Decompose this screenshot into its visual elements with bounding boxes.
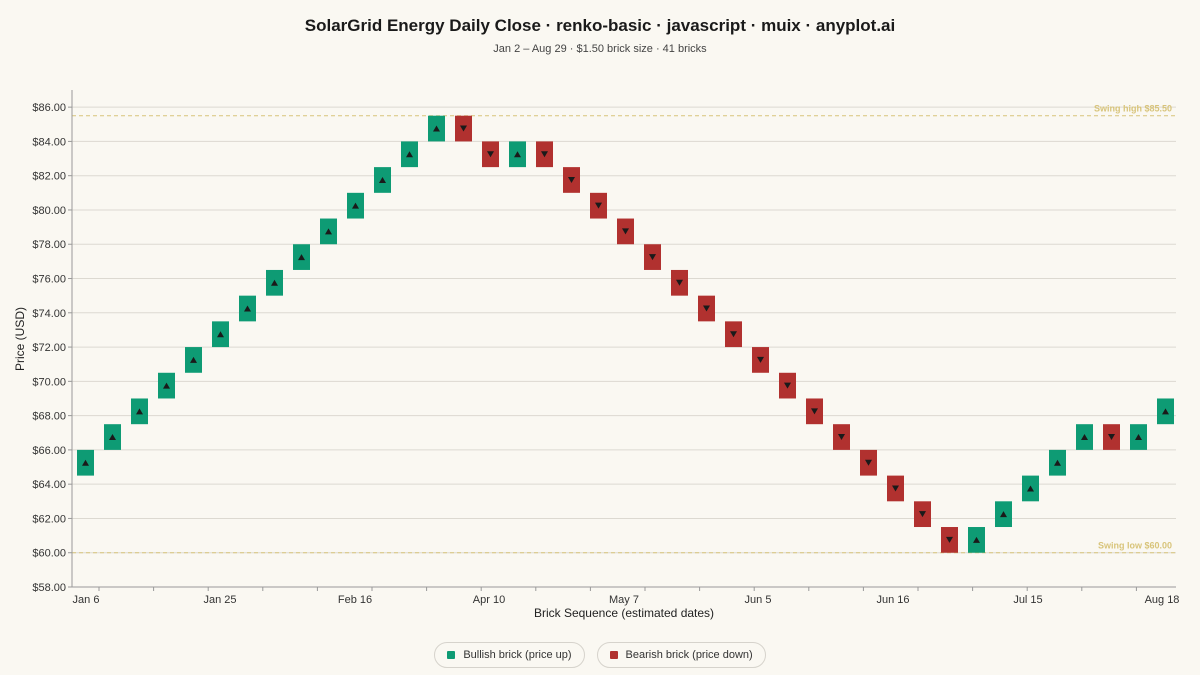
up-arrow-icon (244, 305, 251, 312)
y-tick-label: $76.00 (32, 274, 66, 286)
up-arrow-icon (514, 151, 521, 158)
x-tick-label: Jan 25 (203, 594, 236, 606)
down-arrow-icon (487, 151, 494, 158)
up-arrow-icon (109, 434, 116, 441)
bullish-swatch-icon (447, 651, 456, 659)
down-arrow-icon (892, 485, 899, 492)
chart-title: SolarGrid Energy Daily Close · renko-bas… (304, 16, 896, 35)
y-tick-label: $58.00 (32, 582, 66, 594)
grid-lines (72, 106, 1176, 554)
y-tick-label: $64.00 (32, 479, 66, 491)
reference-line-label: Swing high $85.50 (1094, 104, 1172, 114)
legend-label-bearish: Bearish brick (price down) (625, 649, 753, 661)
down-arrow-icon (649, 254, 656, 261)
y-tick-label: $78.00 (32, 239, 66, 251)
axes: $58.00 $60.00 $62.00 $64.00 $66.00 $68.00 $70.… (32, 90, 1179, 606)
down-arrow-icon (1108, 434, 1115, 441)
x-tick-label: Apr 10 (473, 594, 505, 606)
y-tick-label: $66.00 (32, 445, 66, 457)
up-arrow-icon (379, 176, 386, 183)
up-arrow-icon (325, 228, 332, 235)
up-arrow-icon (406, 151, 413, 158)
up-arrow-icon (433, 125, 440, 132)
x-tick-label: Feb 16 (338, 594, 372, 606)
chart-subtitle: Jan 2 – Aug 29 · $1.50 brick size · 41 b… (493, 43, 707, 55)
up-arrow-icon (1162, 408, 1169, 415)
up-arrow-icon (1081, 434, 1088, 441)
x-tick-label: Jun 5 (745, 594, 772, 606)
down-arrow-icon (541, 151, 548, 158)
down-arrow-icon (703, 305, 710, 312)
legend-label-bullish: Bullish brick (price up) (463, 649, 572, 661)
y-tick-label: $84.00 (32, 136, 66, 148)
up-arrow-icon (1027, 485, 1034, 492)
down-arrow-icon (865, 459, 872, 466)
down-arrow-icon (595, 202, 602, 209)
x-tick-label: Jan 6 (73, 594, 100, 606)
up-arrow-icon (1000, 511, 1007, 518)
down-arrow-icon (946, 536, 953, 543)
legend-item-bullish[interactable]: Bullish brick (price up) (434, 642, 585, 668)
legend-item-bearish[interactable]: Bearish brick (price down) (596, 642, 766, 668)
down-arrow-icon (730, 331, 737, 338)
y-tick-label: $82.00 (32, 171, 66, 183)
y-axis-label: Price (USD) (13, 307, 27, 371)
y-tick-label: $80.00 (32, 205, 66, 217)
x-tick-label: Aug 18 (1145, 594, 1180, 606)
legend: Bullish brick (price up) Bearish brick (… (0, 642, 1200, 668)
up-arrow-icon (190, 356, 197, 363)
down-arrow-icon (811, 408, 818, 415)
up-arrow-icon (1135, 434, 1142, 441)
up-arrow-icon (298, 254, 305, 261)
up-arrow-icon (1054, 459, 1061, 466)
up-arrow-icon (973, 536, 980, 543)
x-axis-label: Brick Sequence (estimated dates) (534, 606, 714, 620)
up-arrow-icon (352, 202, 359, 209)
y-tick-label: $60.00 (32, 548, 66, 560)
x-tick-label: Jun 16 (876, 594, 909, 606)
up-arrow-icon (217, 331, 224, 338)
down-arrow-icon (622, 228, 629, 235)
down-arrow-icon (676, 279, 683, 286)
down-arrow-icon (568, 176, 575, 183)
up-arrow-icon (82, 459, 89, 466)
y-tick-label: $70.00 (32, 376, 66, 388)
y-tick-label: $72.00 (32, 342, 66, 354)
bearish-swatch-icon (609, 651, 618, 659)
y-tick-label: $62.00 (32, 513, 66, 525)
down-arrow-icon (838, 434, 845, 441)
down-arrow-icon (757, 356, 764, 363)
up-arrow-icon (271, 279, 278, 286)
reference-lines: Swing high $85.50 Swing low $60.00 (72, 104, 1176, 554)
reference-line-label: Swing low $60.00 (1098, 541, 1172, 551)
x-tick-label: Jul 15 (1013, 594, 1042, 606)
up-arrow-icon (136, 408, 143, 415)
bricks (77, 115, 1174, 553)
up-arrow-icon (163, 382, 170, 389)
x-tick-label: May 7 (609, 594, 639, 606)
y-tick-label: $68.00 (32, 411, 66, 423)
down-arrow-icon (460, 125, 467, 132)
down-arrow-icon (784, 382, 791, 389)
y-tick-label: $86.00 (32, 102, 66, 114)
y-tick-label: $74.00 (32, 308, 66, 320)
down-arrow-icon (919, 511, 926, 518)
